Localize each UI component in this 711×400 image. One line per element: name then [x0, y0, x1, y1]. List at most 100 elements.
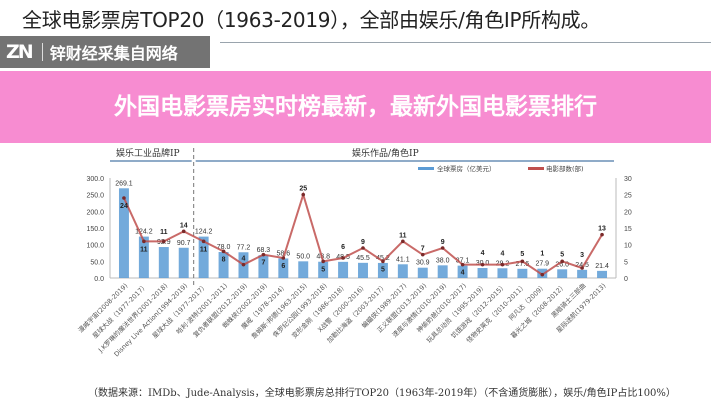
line-point	[281, 256, 286, 260]
bar	[178, 247, 189, 278]
right-tick-label: 15	[624, 226, 632, 233]
line-point	[142, 239, 146, 244]
line-point	[261, 252, 266, 257]
category-label: 黑暗骑士三部曲	[549, 281, 588, 320]
right-tick-label: 5	[624, 259, 628, 266]
bar	[517, 268, 528, 278]
line-data-label: 4	[481, 250, 485, 257]
line-data-label: 8	[222, 256, 226, 263]
right-region-label: 娱乐作品/角色IP	[352, 147, 419, 159]
bar-data-label: 269.1	[115, 180, 133, 187]
bar	[577, 269, 588, 278]
bar	[397, 264, 408, 278]
line-point	[181, 229, 186, 234]
watermark: ZN 锌财经采集自网络	[0, 36, 210, 68]
line-point	[600, 232, 604, 237]
bar-data-label: 124.2	[135, 229, 153, 236]
bar	[358, 262, 368, 278]
left-tick-label: 250.0	[86, 193, 104, 200]
line-data-label: 13	[598, 226, 606, 233]
bar	[377, 262, 388, 278]
line-point	[201, 239, 206, 244]
line-data-label: 11	[399, 232, 407, 239]
bar	[258, 255, 269, 278]
bar-data-label: 38.0	[436, 257, 450, 264]
bar	[417, 267, 428, 278]
bar-data-label: 90.7	[177, 240, 191, 247]
line-data-label: 4	[461, 270, 465, 277]
line-data-label: 9	[441, 239, 445, 246]
bar-data-label: 41.1	[396, 256, 410, 263]
bar-data-label: 26.0	[555, 261, 569, 268]
line-data-label: 5	[381, 266, 385, 273]
line-data-label: 5	[560, 251, 564, 258]
right-tick-label: 30	[624, 176, 632, 183]
legend-label-line: 电影部数(部)	[546, 164, 584, 173]
left-tick-label: 200.0	[86, 209, 104, 216]
line-data-label: 24	[120, 203, 128, 210]
line-data-label: 11	[140, 246, 148, 253]
line-data-label: 9	[361, 239, 365, 246]
line-point	[420, 252, 425, 257]
right-tick-label: 25	[624, 193, 632, 200]
line-data-label: 3	[580, 252, 584, 259]
bar-data-label: 24.5	[575, 262, 589, 269]
line-point	[241, 262, 246, 267]
headline: 全球电影票房TOP20（1963-2019），全部由娱乐/角色IP所构成。	[22, 8, 601, 32]
bar	[457, 265, 468, 278]
bar	[158, 247, 169, 278]
bar	[597, 270, 608, 278]
right-tick-label: 0	[624, 276, 628, 283]
bar-data-label: 124.2	[195, 229, 213, 236]
line-data-label: 25	[299, 186, 307, 193]
banner-title: 外国电影票房实时榜最新，最新外国电影票排行	[114, 93, 597, 120]
line-data-label: 1	[540, 251, 544, 258]
line-point	[221, 249, 226, 254]
left-tick-label: 300.0	[86, 176, 104, 183]
bar	[557, 269, 568, 278]
bar-data-label: 68.3	[257, 247, 271, 254]
line-point	[540, 272, 545, 277]
line-data-label: 6	[341, 244, 345, 251]
bar-data-label: 58.6	[277, 250, 291, 257]
bar	[437, 265, 448, 278]
line-point	[122, 196, 126, 200]
line-point	[341, 256, 345, 260]
line-data-label: 7	[261, 260, 265, 267]
bar-data-label: 50.0	[296, 253, 310, 260]
bar-data-label: 78.0	[217, 244, 231, 251]
left-region-label: 娱乐工业品牌IP	[116, 147, 180, 159]
line-data-label: 6	[281, 263, 285, 270]
bar	[477, 268, 488, 278]
bar-data-label: 45.5	[356, 255, 370, 262]
bar-data-label: 48.8	[316, 254, 330, 261]
left-tick-label: 0.0	[94, 276, 104, 283]
bar-data-label: 27.6	[516, 261, 530, 268]
line-point	[500, 262, 505, 267]
line-point	[440, 246, 445, 250]
line-data-label: 5	[321, 266, 325, 273]
legend-swatch-bar	[418, 167, 434, 170]
left-tick-label: 150.0	[86, 226, 104, 233]
line-data-label: 14	[180, 222, 188, 229]
right-tick-label: 20	[624, 209, 632, 216]
line-point	[520, 259, 525, 264]
left-tick-label: 50.0	[90, 259, 104, 266]
bar	[338, 261, 349, 278]
bar-data-label: 27.9	[535, 261, 549, 268]
watermark-separator	[41, 43, 43, 61]
left-tick-label: 100.0	[86, 243, 104, 250]
bar	[298, 261, 309, 278]
line-data-label: 7	[421, 246, 425, 253]
line-point	[560, 259, 564, 264]
legend-swatch-line	[528, 167, 544, 170]
data-source-note: （数据来源：IMDb、Jude-Analysis，全球电影票房总排行TOP20（…	[88, 388, 676, 399]
bar-data-label: 30.9	[416, 260, 430, 267]
line-point	[361, 246, 365, 250]
line-point	[321, 259, 325, 264]
line-point	[401, 239, 405, 244]
bar	[497, 268, 508, 278]
bar	[318, 261, 329, 278]
bar-data-label: 45.2	[376, 255, 390, 262]
